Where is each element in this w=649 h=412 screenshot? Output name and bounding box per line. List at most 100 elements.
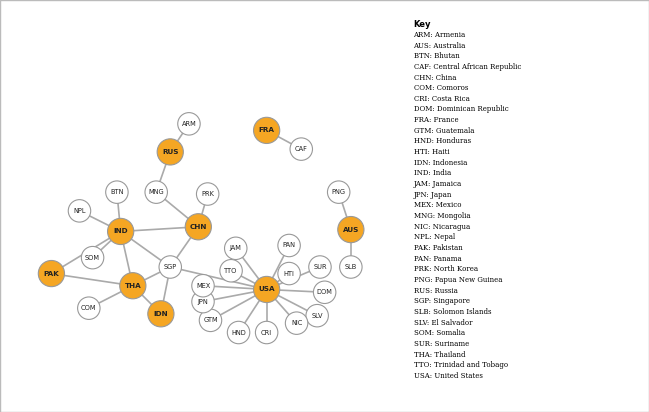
- Text: PAN: Panama: PAN: Panama: [413, 255, 461, 263]
- Circle shape: [106, 181, 128, 204]
- Text: FRA: FRA: [259, 127, 275, 133]
- Circle shape: [225, 237, 247, 260]
- Text: SGP: SGP: [164, 264, 177, 270]
- Text: NPL: Nepal: NPL: Nepal: [413, 233, 455, 241]
- Text: PRK: North Korea: PRK: North Korea: [413, 265, 478, 273]
- Text: CHN: China: CHN: China: [413, 73, 456, 82]
- Circle shape: [339, 256, 362, 278]
- Circle shape: [278, 234, 300, 257]
- Text: PNG: Papua New Guinea: PNG: Papua New Guinea: [413, 276, 502, 284]
- Text: IND: India: IND: India: [413, 169, 451, 178]
- Circle shape: [278, 262, 300, 285]
- Text: IDN: Indonesia: IDN: Indonesia: [413, 159, 467, 167]
- Text: CRI: CRI: [261, 330, 272, 335]
- Text: ARM: Armenia: ARM: Armenia: [413, 31, 466, 39]
- Text: SLB: Solomon Islands: SLB: Solomon Islands: [413, 308, 491, 316]
- Text: JPN: Japan: JPN: Japan: [413, 191, 452, 199]
- Text: JAM: JAM: [230, 245, 241, 251]
- Text: SOM: Somalia: SOM: Somalia: [413, 329, 465, 337]
- Text: HTI: HTI: [284, 271, 295, 276]
- Circle shape: [191, 290, 214, 313]
- Text: RUS: Russia: RUS: Russia: [413, 287, 458, 295]
- Text: SUR: SUR: [313, 264, 327, 270]
- Text: MNG: Mongolia: MNG: Mongolia: [413, 212, 470, 220]
- Text: NIC: NIC: [291, 320, 302, 326]
- Text: TTO: TTO: [225, 268, 238, 274]
- Text: GTM: Guatemala: GTM: Guatemala: [413, 127, 474, 135]
- Circle shape: [254, 276, 280, 302]
- Text: Key: Key: [413, 20, 431, 29]
- Circle shape: [119, 273, 146, 299]
- Text: MEX: MEX: [196, 283, 210, 289]
- Text: COM: COM: [81, 305, 97, 311]
- Text: CAF: Central African Republic: CAF: Central African Republic: [413, 63, 521, 71]
- Text: JAM: Jamaica: JAM: Jamaica: [413, 180, 462, 188]
- Text: CRI: Costa Rica: CRI: Costa Rica: [413, 95, 469, 103]
- Circle shape: [191, 274, 214, 297]
- Text: HND: Honduras: HND: Honduras: [413, 138, 471, 145]
- Text: NPL: NPL: [73, 208, 86, 214]
- Circle shape: [78, 297, 100, 319]
- Text: CAF: CAF: [295, 146, 308, 152]
- Circle shape: [197, 183, 219, 205]
- Text: BTN: Bhutan: BTN: Bhutan: [413, 52, 459, 60]
- Text: FRA: France: FRA: France: [413, 116, 458, 124]
- Text: SOM: SOM: [85, 255, 100, 261]
- Text: PAN: PAN: [282, 243, 295, 248]
- Circle shape: [108, 218, 134, 245]
- Circle shape: [328, 181, 350, 204]
- Text: DOM: DOM: [317, 289, 332, 295]
- Text: MEX: Mexico: MEX: Mexico: [413, 201, 461, 209]
- Circle shape: [290, 138, 312, 160]
- Text: CHN: CHN: [190, 224, 207, 230]
- Circle shape: [38, 260, 64, 287]
- Text: PAK: Pakistan: PAK: Pakistan: [413, 244, 462, 252]
- Text: NIC: Nicaragua: NIC: Nicaragua: [413, 223, 470, 231]
- Text: USA: USA: [258, 286, 275, 293]
- Text: SLV: El Salvador: SLV: El Salvador: [413, 318, 472, 327]
- Circle shape: [286, 312, 308, 335]
- Text: GTM: GTM: [203, 317, 218, 323]
- Text: AUS: Australia: AUS: Australia: [413, 42, 466, 49]
- Circle shape: [254, 117, 280, 143]
- Text: IND: IND: [114, 229, 128, 234]
- Circle shape: [148, 301, 174, 327]
- Circle shape: [185, 214, 212, 240]
- Text: TTO: Trinidad and Tobago: TTO: Trinidad and Tobago: [413, 361, 508, 369]
- Circle shape: [306, 304, 328, 327]
- Text: PNG: PNG: [332, 189, 346, 195]
- Text: RUS: RUS: [162, 149, 178, 155]
- Text: THA: Thailand: THA: Thailand: [413, 351, 465, 358]
- Circle shape: [199, 309, 222, 332]
- Circle shape: [256, 321, 278, 344]
- Text: BTN: BTN: [110, 189, 124, 195]
- Text: SLV: SLV: [312, 313, 323, 318]
- Circle shape: [178, 112, 200, 135]
- Circle shape: [145, 181, 167, 204]
- Text: PAK: PAK: [43, 271, 59, 276]
- Circle shape: [313, 281, 336, 304]
- Circle shape: [68, 200, 91, 222]
- Text: COM: Comoros: COM: Comoros: [413, 84, 468, 92]
- Text: HTI: Haiti: HTI: Haiti: [413, 148, 449, 156]
- Circle shape: [227, 321, 250, 344]
- Text: MNG: MNG: [149, 189, 164, 195]
- Text: SLB: SLB: [345, 264, 357, 270]
- Circle shape: [159, 256, 182, 278]
- Text: SGP: Singapore: SGP: Singapore: [413, 297, 469, 305]
- Text: IDN: IDN: [154, 311, 168, 317]
- Text: ARM: ARM: [182, 121, 197, 127]
- Text: SUR: Suriname: SUR: Suriname: [413, 340, 469, 348]
- Text: USA: United States: USA: United States: [413, 372, 482, 380]
- Text: JPN: JPN: [198, 299, 208, 304]
- Text: DOM: Dominican Republic: DOM: Dominican Republic: [413, 105, 508, 113]
- Circle shape: [81, 246, 104, 269]
- Text: PRK: PRK: [201, 191, 214, 197]
- Circle shape: [220, 260, 242, 282]
- Circle shape: [309, 256, 331, 278]
- Text: HND: HND: [231, 330, 246, 335]
- Circle shape: [157, 139, 184, 165]
- Circle shape: [337, 216, 364, 243]
- Text: AUS: AUS: [343, 227, 359, 233]
- Text: THA: THA: [125, 283, 141, 289]
